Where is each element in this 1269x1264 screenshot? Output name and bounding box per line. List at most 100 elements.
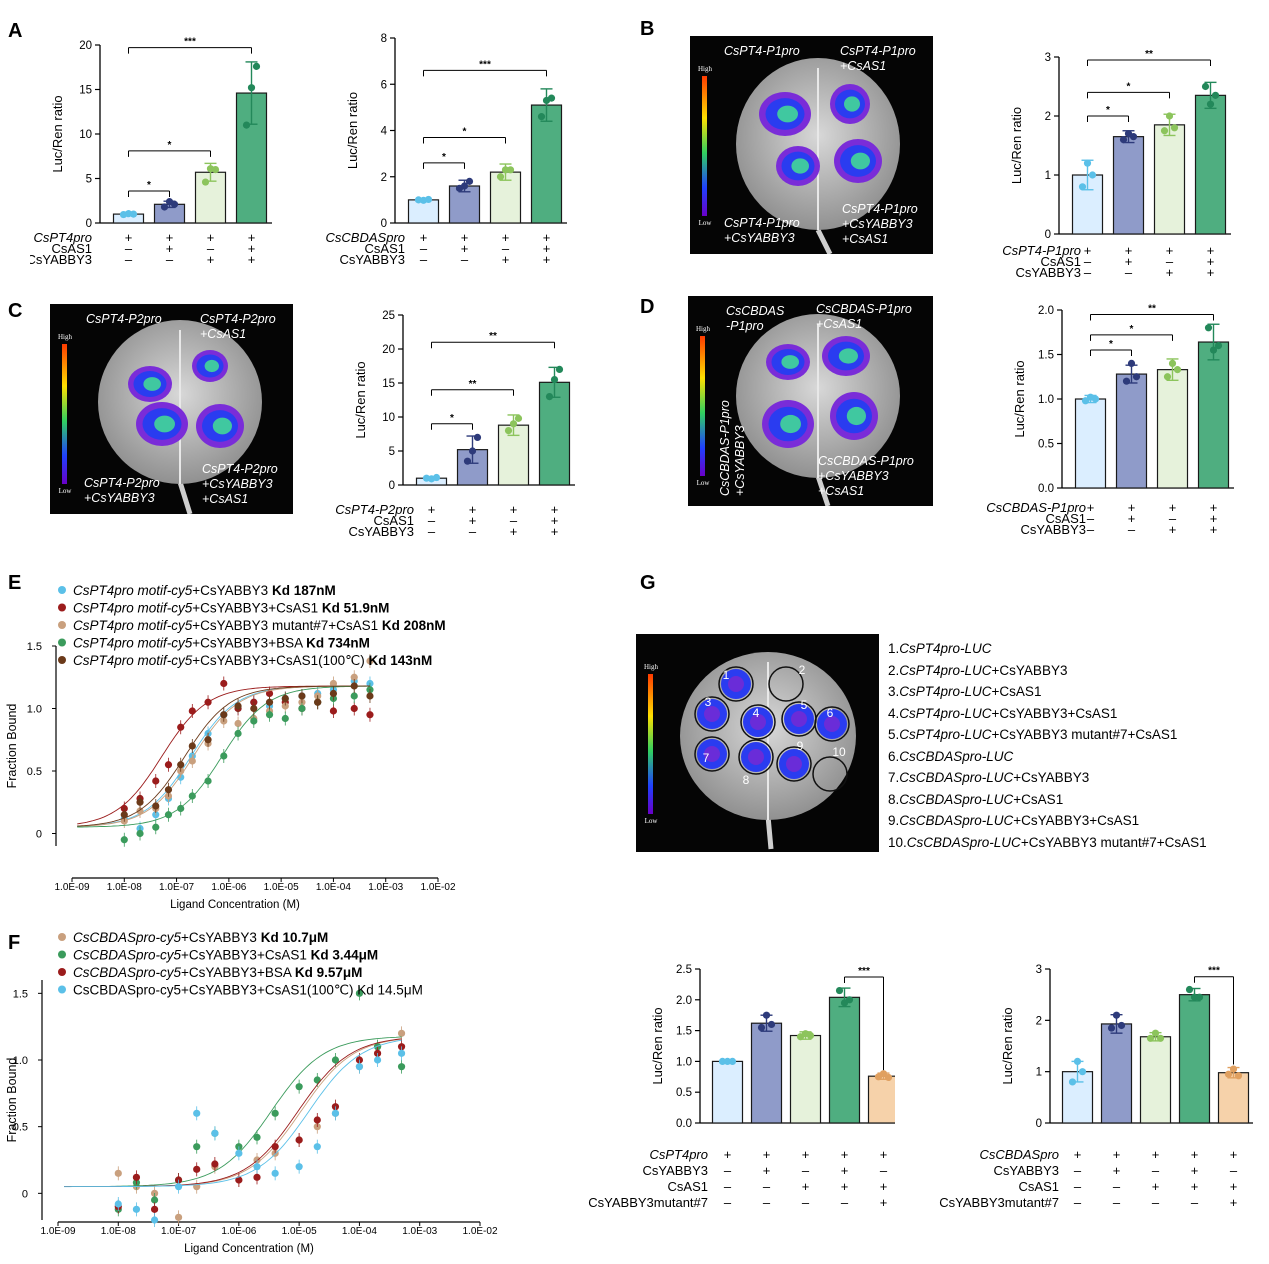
bar [1178, 994, 1211, 1124]
data-point [160, 203, 169, 211]
row-label: CsYABBY3 [642, 1163, 708, 1178]
panel-label-f: F [8, 932, 21, 954]
row-sign: + [1207, 243, 1215, 258]
well-number: 8 [743, 773, 750, 787]
panel-label-a: A [8, 20, 23, 42]
bar [1074, 398, 1107, 489]
data-point [1112, 1011, 1121, 1019]
bar [1156, 369, 1189, 489]
luminescence-spot [776, 146, 820, 186]
bar [1197, 341, 1230, 489]
y-tick-label: 0.5 [27, 766, 42, 778]
row-sign: – [880, 1163, 888, 1178]
legend-entry: CsPT4pro motif-cy5+CsYABBY3 Kd 187nM [58, 583, 336, 598]
well-ring [718, 666, 754, 702]
y-tick-label: 20 [382, 344, 395, 356]
spot-inner [846, 406, 866, 426]
well-number: 3 [705, 695, 712, 709]
g-legend-number: 5. [888, 727, 900, 742]
row-sign: + [1207, 265, 1215, 280]
well-3: 3 [694, 695, 730, 732]
row-sign: + [543, 230, 551, 245]
y-axis-label: Luc/Ren ratio [1000, 1007, 1015, 1084]
x-tick-label: 1.0E-07 [161, 1226, 196, 1237]
x-tick-label: 1.0E-03 [368, 882, 403, 893]
data-point [295, 1163, 303, 1171]
significance-bracket: * [423, 152, 465, 169]
row-sign: + [1084, 243, 1092, 258]
y-tick-label: 0 [22, 1188, 28, 1200]
data-point [313, 1143, 321, 1151]
data-point [114, 1200, 122, 1208]
data-point [234, 729, 242, 738]
data-point [1073, 1057, 1082, 1065]
row-sign: + [1230, 1147, 1238, 1162]
data-point [1091, 395, 1100, 403]
panel-label-c: C [8, 300, 23, 322]
data-point [235, 1176, 243, 1184]
data-point [496, 173, 505, 181]
data-point [1206, 100, 1215, 108]
well-ring [812, 756, 848, 792]
bar [1217, 1072, 1250, 1124]
row-label: CsYABBY3 [348, 524, 414, 539]
spot-inner [780, 414, 801, 434]
luminescence-spot [834, 139, 882, 183]
row-sign: + [543, 241, 551, 256]
fit-curve [64, 1036, 402, 1188]
well-signal-core [791, 711, 807, 727]
row-sign: + [1210, 500, 1218, 515]
row-sign: + [1191, 1163, 1199, 1178]
well-number: 4 [753, 706, 760, 720]
significance-bracket: * [1087, 105, 1129, 122]
y-tick-label: 1.5 [1038, 350, 1054, 362]
g-legend-construct: +CsAS1 [1013, 791, 1064, 807]
legend-text: CsCBDASpro-cy5+CsYABBY3+CsAS1 Kd 3.44μM [73, 948, 378, 963]
data-point [373, 1056, 382, 1064]
significance-label: ** [1145, 49, 1153, 60]
legend-text: CsCBDASpro-cy5+CsYABBY3+CsAS1(100℃) Kd 1… [73, 983, 423, 998]
data-point [537, 113, 546, 121]
bar [828, 996, 861, 1124]
row-sign: + [1230, 1179, 1238, 1194]
g-legend-number: 2. [888, 662, 900, 678]
row-sign: + [724, 1147, 732, 1162]
leaf-label: CsPT4-P1pro +CsAS1 [840, 44, 916, 73]
row-sign: – [841, 1195, 849, 1210]
row-sign: – [1087, 511, 1095, 526]
luminescence-spot [830, 84, 870, 124]
g-legend-promoter: CsPT4pro-LUC [899, 641, 992, 656]
y-tick-label: 15 [382, 378, 395, 390]
data-point [265, 711, 274, 719]
legend-entry: CsCBDASpro-cy5+CsYABBY3+CsAS1(100℃) Kd 1… [58, 983, 423, 998]
y-tick-label: 1.5 [676, 1026, 692, 1038]
row-label: CsPT4-P1pro [1002, 243, 1081, 258]
y-tick-label: 0.0 [1038, 483, 1054, 495]
g-legend-number: 8. [888, 791, 900, 807]
significance-label: *** [184, 37, 196, 48]
row-sign: – [510, 513, 518, 528]
data-point [723, 1057, 732, 1065]
row-sign: – [1087, 522, 1095, 537]
g-legend-item: 10.CsCBDASpro-LUC+CsYABBY3 mutant#7+CsAS… [888, 832, 1207, 854]
significance-label: * [1130, 324, 1134, 335]
row-sign: + [1210, 511, 1218, 526]
row-sign: – [1125, 265, 1133, 280]
data-point [174, 1213, 183, 1221]
colorbar-high-label: High [58, 333, 73, 341]
data-point [281, 694, 289, 703]
significance-bracket: * [431, 413, 473, 430]
row-sign: + [510, 524, 518, 539]
bar [489, 171, 522, 224]
g-legend-promoter: CsPT4pro-LUC [899, 727, 992, 742]
row-sign: – [1166, 254, 1174, 269]
data-point [253, 1173, 261, 1181]
data-point [355, 989, 364, 997]
legend-entry: CsPT4pro motif-cy5+CsYABBY3 mutant#7+CsA… [58, 618, 446, 633]
legend-dot [58, 950, 66, 959]
y-tick-label: 10 [382, 412, 395, 424]
data-point [460, 182, 469, 190]
data-point [506, 166, 515, 174]
data-point [164, 761, 173, 769]
